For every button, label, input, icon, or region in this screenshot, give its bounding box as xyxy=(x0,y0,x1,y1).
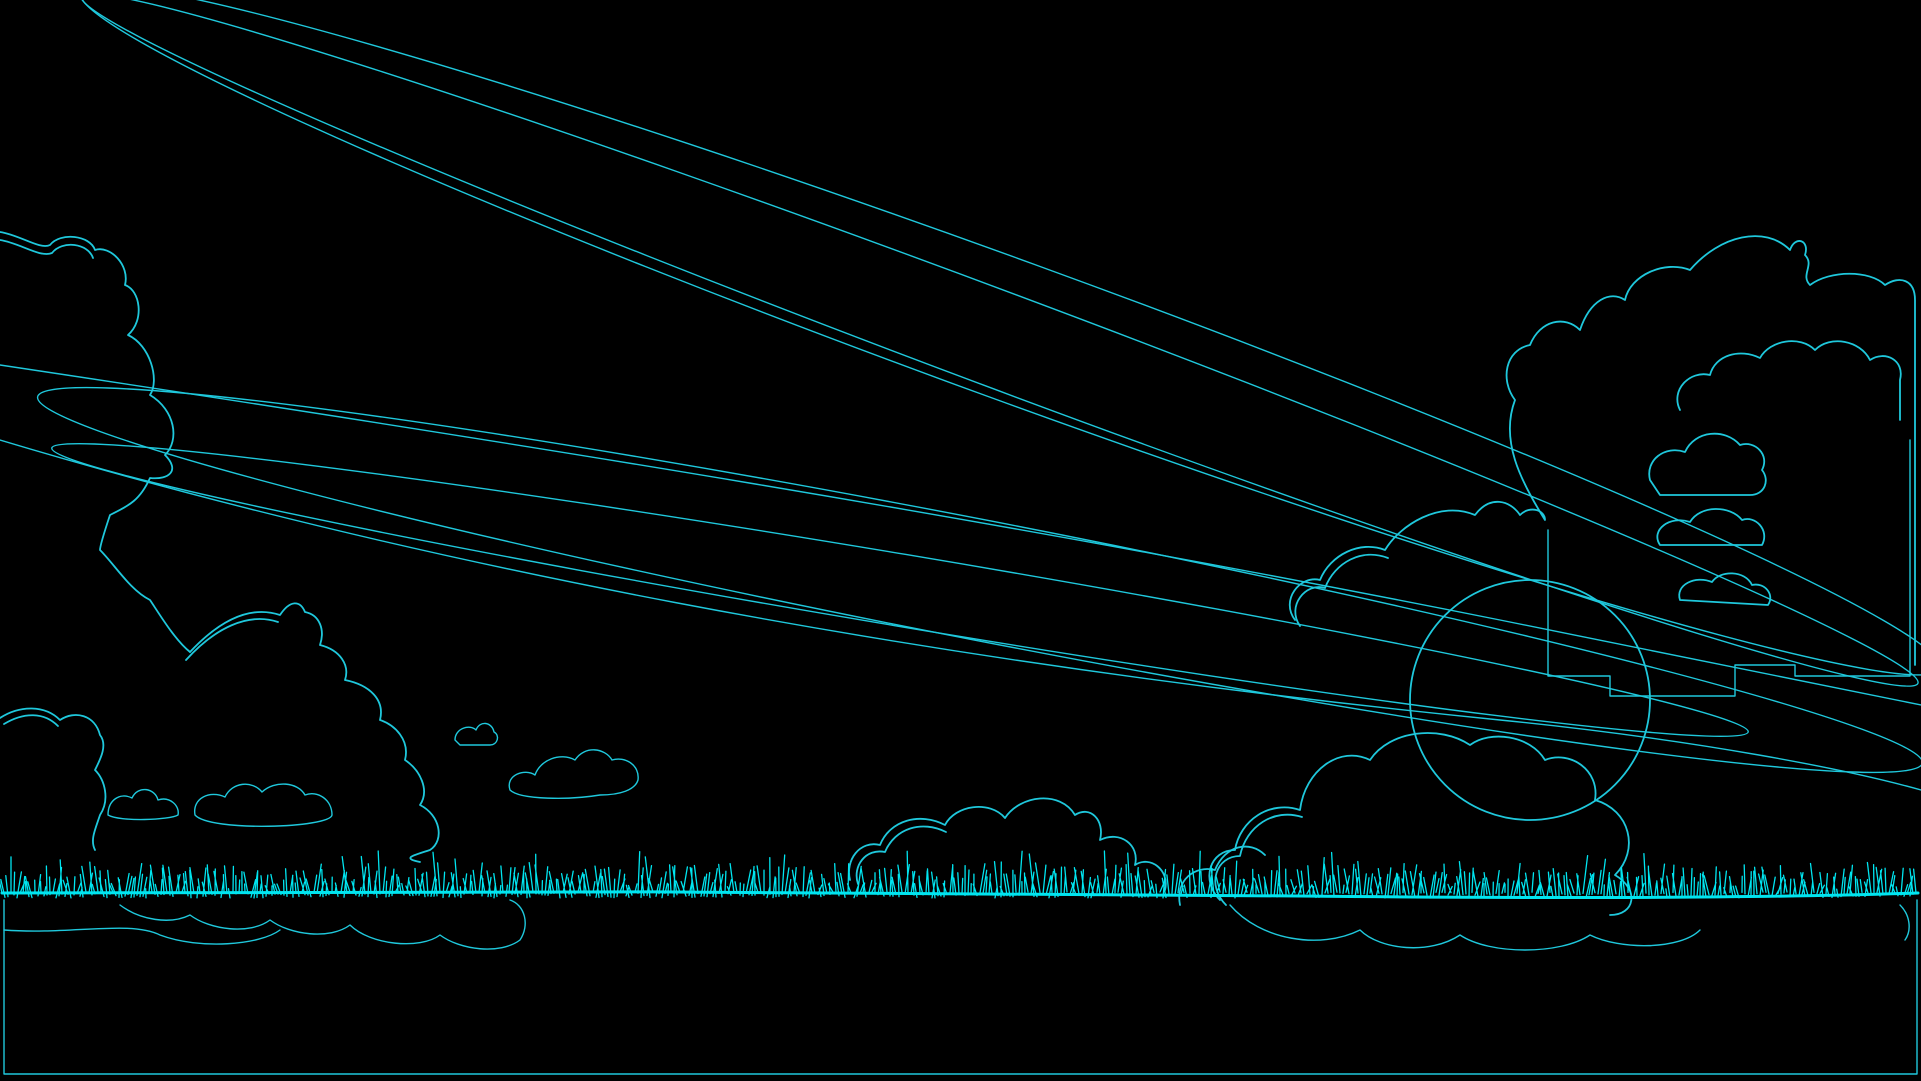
cloud-lower-right-bulge xyxy=(1409,579,1651,821)
cloud-right-tall xyxy=(1288,235,1916,666)
cloud-right-cluster xyxy=(1288,235,1916,666)
cloud-small-group-left xyxy=(107,722,639,827)
orbit-ring-lower xyxy=(36,386,1921,774)
orbit-ring-long-tail-2 xyxy=(0,364,1921,706)
cloud-small-c xyxy=(454,722,499,746)
cloud-reflections xyxy=(119,899,1910,951)
ground-frame xyxy=(3,899,1918,1075)
cloud-left-tall xyxy=(0,231,191,653)
cloud-small-a xyxy=(107,788,179,821)
orbit-ring-upper xyxy=(78,0,1921,676)
cloud-right-puff-a xyxy=(1648,432,1767,496)
orbit-ring-long-tail xyxy=(0,439,1921,791)
grass-horizon xyxy=(0,850,1920,899)
cloud-small-d xyxy=(508,749,639,799)
cloud-left-lower xyxy=(0,602,440,863)
cloud-lower-right xyxy=(1178,579,1651,916)
stepped-outline xyxy=(1547,439,1911,697)
orbit-ring-upper-inner xyxy=(81,0,1919,687)
ground-frame-top-left xyxy=(3,927,281,945)
cloud-middle xyxy=(848,797,1167,891)
ground-frame-border xyxy=(3,899,1918,1075)
orbit-rings xyxy=(0,0,1921,791)
grass-baseline xyxy=(0,890,1920,899)
grass-blades xyxy=(0,850,1917,899)
cloud-right-puff-c xyxy=(1678,572,1772,606)
cloud-right-puff-b xyxy=(1656,508,1765,546)
cloud-right-inner xyxy=(1676,340,1902,421)
orbit-ring-lower-inner xyxy=(51,442,1749,738)
cloud-small-b xyxy=(194,783,333,827)
